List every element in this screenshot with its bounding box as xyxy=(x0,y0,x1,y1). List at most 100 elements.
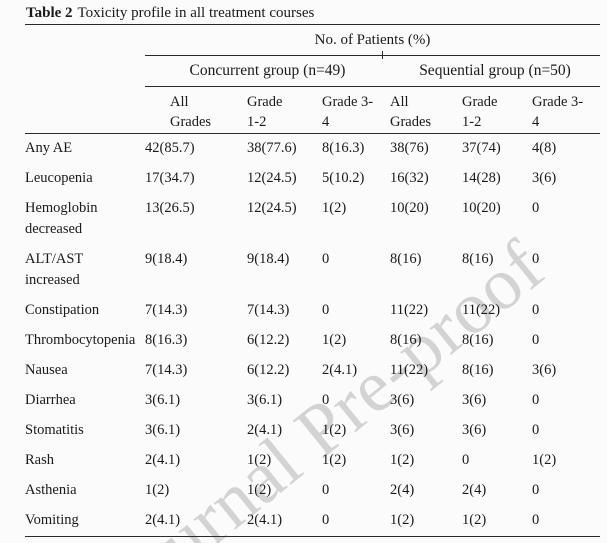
toxicity-table: No. of Patients (%) Concurrent group (n=… xyxy=(25,24,601,537)
cell-value: 7(14.3) xyxy=(145,362,188,378)
cell-value: 8(16.3) xyxy=(322,140,365,156)
cell-value: 37(74) xyxy=(462,140,501,156)
cell-value: 1(2) xyxy=(322,200,347,216)
cell-value: 3(6) xyxy=(462,422,487,438)
table-row: Thrombocytopenia 8(16.3) 6(12.2) 1(2) 8(16) 8… xyxy=(25,326,600,356)
group-header-sequential: Sequential group (n=50) xyxy=(390,55,601,87)
cell-value: 7(14.3) xyxy=(247,302,290,318)
subheader-line: Grades xyxy=(390,114,432,130)
table-row: Rash 2(4.1) 1(2) 1(2) 1(2) 0 1(2) xyxy=(25,446,600,476)
cell-value: 0 xyxy=(532,506,601,537)
table-row: Vomiting 2(4.1) 2(4.1) 0 1(2) 1(2) 0 xyxy=(25,506,601,537)
cell-value: 3(6.1) xyxy=(145,392,181,408)
subheader-line: 4 xyxy=(532,114,540,130)
cell-value: 8(16) xyxy=(390,251,422,267)
cell-value: 8(16.3) xyxy=(145,332,188,348)
cell-value: 7(14.3) xyxy=(145,302,188,318)
cell-value: 6(12.2) xyxy=(247,362,290,378)
cell-value: 0 xyxy=(462,452,470,468)
table-caption: Table 2 Toxicity profile in all treatment… xyxy=(26,4,600,22)
cell-value: 0 xyxy=(532,392,540,408)
subheader-all-grades: All Grades xyxy=(145,86,247,134)
table-row: Constipation 7(14.3) 7(14.3) 0 11(22) 11(22) 0 xyxy=(25,296,600,326)
cell-value: 17(34.7) xyxy=(145,170,195,186)
row-label: Asthenia xyxy=(25,482,77,498)
table-row: Nausea 7(14.3) 6(12.2) 2(4.1) 11(22) 8(16) 3(6… xyxy=(25,356,600,386)
table-row: Diarrhea 3(6.1) 3(6.1) 0 3(6) 3(6) 0 xyxy=(25,386,600,416)
cell-value: 0 xyxy=(532,302,540,318)
cell-value: 2(4.1) xyxy=(322,362,358,378)
row-label: Any AE xyxy=(25,140,73,156)
cell-value: 0 xyxy=(322,392,330,408)
cell-value: 14(28) xyxy=(462,170,501,186)
spanner-row: No. of Patients (%) xyxy=(25,24,601,56)
cell-value: 2(4.1) xyxy=(145,452,181,468)
cell-value: 3(6) xyxy=(390,422,415,438)
cell-value: 3(6) xyxy=(462,392,487,408)
cell-value: 1(2) xyxy=(390,452,415,468)
cell-value: 8(16) xyxy=(462,332,494,348)
cell-value: 8(16) xyxy=(462,362,494,378)
subheader-row: All Grades Grade 1-2 Grade 3- 4 All Grad… xyxy=(25,86,601,134)
row-label: Nausea xyxy=(25,362,68,378)
cell-value: 9(18.4) xyxy=(145,251,188,267)
subheader-line: 1-2 xyxy=(247,114,267,130)
cell-value: 3(6.1) xyxy=(145,422,181,438)
cell-value: 0 xyxy=(532,422,540,438)
table-caption-number: Table 2 xyxy=(26,5,73,21)
subheader-line: Grade 3- xyxy=(322,94,374,110)
table-caption-text: Toxicity profile in all treatment course… xyxy=(77,5,315,21)
cell-value: 2(4) xyxy=(462,482,487,498)
cell-value: 9(18.4) xyxy=(247,251,290,267)
cell-value: 8(16) xyxy=(390,332,422,348)
cell-value: 1(2) xyxy=(390,506,462,537)
table-row: Asthenia 1(2) 1(2) 0 2(4) 2(4) 0 xyxy=(25,476,600,506)
cell-value: 38(77.6) xyxy=(247,140,297,156)
cell-value: 13(26.5) xyxy=(145,200,195,216)
cell-value: 0 xyxy=(322,506,390,537)
cell-value: 5(10.2) xyxy=(322,170,365,186)
cell-value: 11(22) xyxy=(390,362,429,378)
cell-value: 1(2) xyxy=(247,452,272,468)
cell-value: 1(2) xyxy=(532,452,557,468)
row-label: ALT/AST increased xyxy=(25,251,84,288)
cell-value: 0 xyxy=(322,251,330,267)
cell-value: 16(32) xyxy=(390,170,429,186)
cell-value: 12(24.5) xyxy=(247,170,297,186)
header-stub-cell xyxy=(25,24,145,56)
subheader-line: Grade 3- xyxy=(532,94,584,110)
cell-value: 10(20) xyxy=(462,200,501,216)
cell-value: 12(24.5) xyxy=(247,200,297,216)
cell-value: 1(2) xyxy=(322,452,347,468)
subheader-line: Grade xyxy=(462,94,498,110)
row-label: Stomatitis xyxy=(25,422,84,438)
cell-value: 3(6) xyxy=(532,362,557,378)
table-row: ALT/AST increased 9(18.4) 9(18.4) 0 8(16) 8(1… xyxy=(25,245,600,296)
row-label: Rash xyxy=(25,452,54,468)
subheader-all-grades: All Grades xyxy=(390,86,462,134)
table-header: No. of Patients (%) Concurrent group (n=… xyxy=(25,24,601,134)
cell-value: 0 xyxy=(322,302,330,318)
cell-value: 2(4.1) xyxy=(145,506,247,537)
table-row: Any AE 42(85.7) 38(77.6) 8(16.3) 38(76) 37(74… xyxy=(25,134,600,165)
group-row: Concurrent group (n=49) Sequential group… xyxy=(25,55,601,87)
table-row: Hemoglobin decreased 13(26.5) 12(24.5) 1(2)… xyxy=(25,194,600,245)
subheader-grade-3-4: Grade 3- 4 xyxy=(322,86,390,134)
cell-value: 1(2) xyxy=(462,506,532,537)
subheader-line: All xyxy=(170,94,189,110)
cell-value: 10(20) xyxy=(390,200,429,216)
table-row: Leucopenia 17(34.7) 12(24.5) 5(10.2) 16(32) 1… xyxy=(25,164,600,194)
spanner-header: No. of Patients (%) xyxy=(145,24,601,56)
cell-value: 3(6) xyxy=(390,392,415,408)
row-label: Thrombocytopenia xyxy=(25,332,136,348)
cell-value: 0 xyxy=(532,200,540,216)
cell-value: 6(12.2) xyxy=(247,332,290,348)
cell-value: 0 xyxy=(532,251,540,267)
cell-value: 1(2) xyxy=(247,482,272,498)
cell-value: 2(4.1) xyxy=(247,506,322,537)
cell-value: 4(8) xyxy=(532,140,557,156)
cell-value: 38(76) xyxy=(390,140,429,156)
cell-value: 3(6) xyxy=(532,170,557,186)
